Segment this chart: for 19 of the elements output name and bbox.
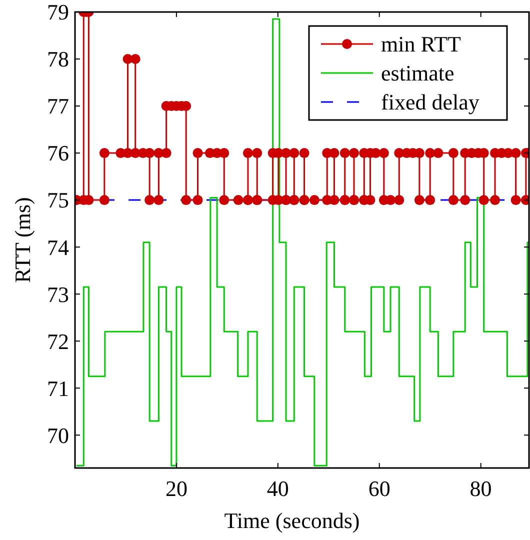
x-tick-label: 80	[470, 476, 492, 501]
legend-label: fixed delay	[381, 90, 480, 115]
y-tick-label: 70	[47, 422, 69, 448]
legend-label: min RTT	[381, 32, 462, 57]
y-tick-label: 73	[47, 282, 69, 307]
y-tick-label: 79	[47, 0, 69, 25]
y-tick-label: 71	[47, 376, 69, 401]
x-tick-label: 40	[266, 476, 289, 501]
y-tick-label: 74	[47, 234, 69, 260]
y-tick-label: 75	[47, 188, 69, 213]
y-tick-label: 78	[47, 46, 69, 72]
legend-label: estimate	[381, 60, 454, 86]
x-tick-label: 20	[165, 476, 188, 501]
x-tick-label: 60	[368, 476, 390, 501]
y-tick-label: 76	[47, 140, 69, 166]
y-tick-label: 77	[47, 94, 69, 119]
y-axis-title: RTT (ms)	[10, 197, 35, 283]
x-axis-title: Time (seconds)	[224, 508, 360, 533]
y-tick-label: 72	[47, 328, 69, 354]
